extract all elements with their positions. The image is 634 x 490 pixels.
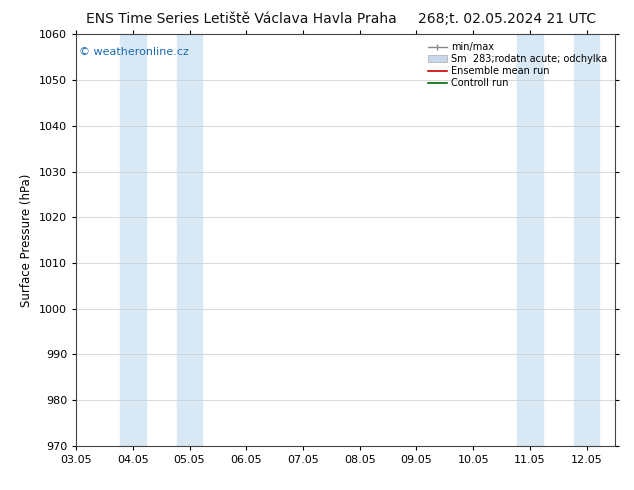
Text: ENS Time Series Letiště Václava Havla Praha: ENS Time Series Letiště Václava Havla Pr… xyxy=(86,12,396,26)
Bar xyxy=(517,34,543,446)
Bar xyxy=(177,34,202,446)
Bar xyxy=(574,34,599,446)
Text: © weatheronline.cz: © weatheronline.cz xyxy=(79,47,189,57)
Legend: min/max, Sm  283;rodatn acute; odchylka, Ensemble mean run, Controll run: min/max, Sm 283;rodatn acute; odchylka, … xyxy=(425,39,610,91)
Y-axis label: Surface Pressure (hPa): Surface Pressure (hPa) xyxy=(20,173,34,307)
Bar xyxy=(120,34,146,446)
Text: 268;t. 02.05.2024 21 UTC: 268;t. 02.05.2024 21 UTC xyxy=(418,12,596,26)
